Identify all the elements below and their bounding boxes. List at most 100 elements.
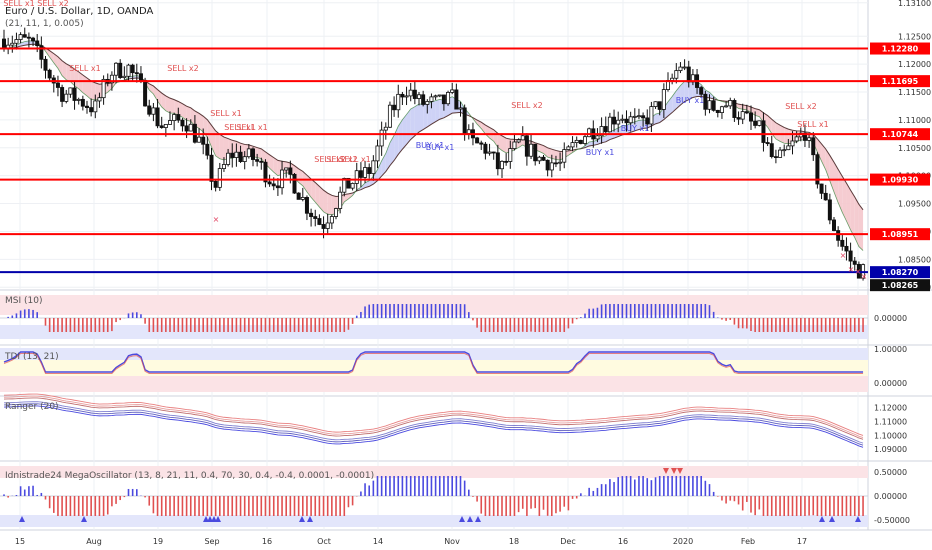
candle-body	[126, 64, 131, 77]
trend-cloud	[751, 106, 756, 116]
trend-cloud	[419, 104, 424, 133]
mega-tick-label: 0.00000	[874, 492, 907, 501]
candle-body	[454, 89, 459, 110]
candle-body	[26, 36, 31, 39]
trend-cloud	[182, 103, 187, 121]
candle-body	[786, 145, 791, 151]
candle-body	[138, 73, 143, 81]
candle-body	[80, 98, 85, 107]
trend-cloud	[680, 81, 685, 105]
trend-cloud	[161, 93, 166, 111]
candle-body	[848, 250, 853, 262]
cross-marker: ×	[213, 215, 220, 224]
ranger-band	[3, 403, 864, 446]
trend-cloud	[414, 104, 419, 136]
candle-body	[433, 95, 438, 98]
trend-cloud	[190, 107, 195, 126]
candle-body	[400, 93, 405, 98]
candle-body	[607, 116, 612, 133]
candle-body	[458, 107, 463, 110]
trend-cloud	[273, 157, 278, 176]
candle-body	[375, 145, 380, 162]
ranger-pane[interactable]	[3, 393, 864, 448]
trend-cloud	[742, 104, 747, 111]
candle-body	[819, 183, 824, 194]
trend-cloud	[427, 102, 432, 127]
candle-body	[533, 143, 538, 162]
trend-cloud	[659, 107, 664, 123]
candle-body	[769, 143, 774, 157]
trend-cloud	[87, 77, 92, 100]
candle-body	[744, 111, 749, 114]
level-badge-label: 1.08951	[882, 230, 919, 239]
chart-title: Euro / U.S. Dollar, 1D, OANDA	[5, 6, 154, 17]
price-tick-label: 1.09500	[898, 200, 931, 209]
candle-body	[549, 162, 554, 171]
candle-body	[724, 105, 729, 108]
time-tick-label: Oct	[317, 537, 331, 546]
candle-body	[213, 180, 218, 188]
candle-body	[545, 159, 550, 171]
candle-body	[267, 181, 272, 185]
candle-body	[255, 159, 260, 162]
msi-lower-zone	[0, 325, 868, 339]
candle-body	[703, 93, 708, 110]
trend-cloud	[614, 127, 619, 139]
candle-body	[383, 126, 388, 131]
candle-body	[566, 146, 571, 150]
candle-body	[446, 92, 451, 105]
trend-cloud	[688, 80, 693, 100]
trend-cloud	[199, 113, 204, 132]
megaoscillator-pane[interactable]	[0, 466, 868, 527]
candle-body	[325, 222, 330, 229]
candle-body	[367, 167, 372, 174]
candle-body	[516, 139, 521, 143]
candle-body	[749, 112, 754, 122]
tdi-pane[interactable]	[0, 348, 868, 392]
candle-body	[97, 97, 102, 102]
trend-cloud	[174, 99, 179, 115]
candle-body	[18, 34, 23, 40]
trend-cloud	[601, 135, 606, 143]
trend-cloud	[95, 82, 100, 100]
candle-body	[757, 120, 762, 126]
mega-buy-arrow	[207, 516, 213, 522]
candle-body	[836, 230, 841, 241]
candle-body	[583, 136, 588, 144]
level-badge	[870, 42, 930, 55]
candle-body	[807, 137, 812, 141]
trend-cloud	[57, 56, 63, 76]
trend-cloud	[568, 150, 573, 156]
trend-cloud	[431, 100, 436, 125]
candle-body	[201, 136, 206, 145]
trend-cloud	[170, 98, 175, 114]
trend-cloud	[672, 90, 677, 113]
trend-cloud	[746, 105, 751, 113]
tdi-label: TDI (13, 21)	[4, 352, 59, 362]
sell-signal-label: SELL x1	[224, 123, 255, 132]
trend-cloud	[423, 103, 428, 130]
time-tick-label: 16	[262, 537, 272, 546]
buy-signal-label: BUY x1	[426, 143, 455, 152]
candle-body	[47, 69, 52, 79]
candle-body	[109, 74, 114, 84]
candle-body	[603, 126, 608, 133]
candle-body	[118, 62, 123, 78]
time-tick-label: 16	[618, 537, 628, 546]
candle-body	[300, 197, 305, 200]
candle-body	[304, 197, 309, 214]
trend-cloud	[817, 138, 822, 162]
candle-body	[740, 111, 745, 120]
trend-cloud	[269, 154, 274, 173]
candle-body	[827, 199, 832, 221]
candle-body	[574, 139, 579, 143]
trend-cloud	[626, 123, 631, 134]
sell-signal-label: SELL x2	[785, 102, 816, 111]
candle-body	[101, 78, 106, 99]
candle-body	[313, 216, 318, 219]
mega-buy-arrow	[467, 516, 473, 522]
msi-pane[interactable]	[0, 295, 868, 339]
